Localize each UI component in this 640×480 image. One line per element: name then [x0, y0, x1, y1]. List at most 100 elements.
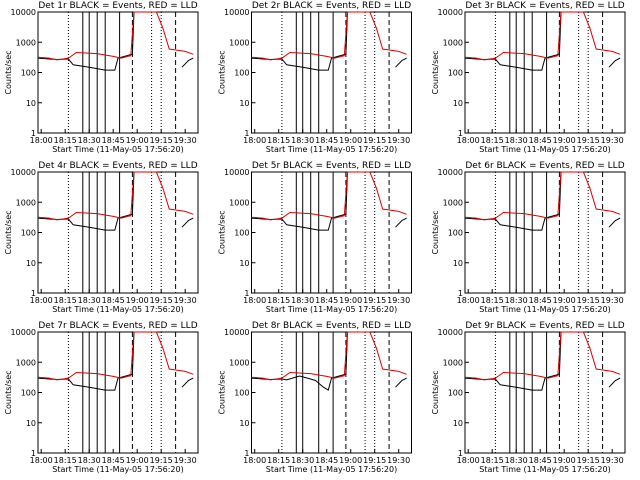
x-tick-label: 19:00 — [553, 456, 576, 465]
x-tick-label: 19:00 — [126, 456, 149, 465]
x-tick-label: 18:45 — [529, 136, 552, 145]
x-tick-label: 18:00 — [457, 456, 480, 465]
x-tick-label: 18:30 — [291, 296, 314, 305]
x-axis-label: Start Time (11-May-05 17:56:20) — [266, 305, 397, 314]
y-tick-label: 10000 — [11, 328, 36, 337]
y-tick-label: 1000 — [443, 358, 463, 367]
x-tick-label: 18:00 — [243, 136, 266, 145]
series-line — [251, 11, 407, 71]
chart-title: Det 9r BLACK = Events, RED = LLD — [465, 321, 624, 331]
x-tick-label: 18:15 — [481, 136, 504, 145]
x-tick-label: 19:00 — [339, 136, 362, 145]
x-tick-label: 18:30 — [78, 136, 101, 145]
y-tick-label: 100 — [448, 69, 463, 78]
y-tick-label: 100 — [448, 389, 463, 398]
y-tick-label: 1000 — [16, 38, 36, 47]
y-tick-label: 1000 — [443, 38, 463, 47]
series-line — [37, 331, 194, 381]
chart-title: Det 2r BLACK = Events, RED = LLD — [252, 1, 411, 11]
x-tick-label: 19:00 — [339, 296, 362, 305]
x-tick-label: 19:30 — [601, 456, 624, 465]
y-tick-label: 100 — [21, 389, 36, 398]
series-line — [251, 331, 407, 391]
plot-frame — [464, 331, 626, 454]
x-tick-label: 18:00 — [457, 296, 480, 305]
y-axis-label: Counts/sec — [218, 50, 227, 94]
y-tick-label: 1 — [244, 129, 249, 138]
series-line — [464, 331, 621, 381]
x-axis-label: Start Time (11-May-05 17:56:20) — [479, 465, 610, 474]
y-tick-label: 10000 — [11, 8, 36, 17]
y-axis-label: Counts/sec — [218, 210, 227, 254]
series-line — [251, 331, 407, 381]
y-tick-label: 100 — [234, 69, 249, 78]
series-line — [37, 331, 194, 391]
x-tick-label: 19:30 — [601, 296, 624, 305]
x-tick-label: 19:00 — [339, 456, 362, 465]
series-line — [37, 171, 194, 221]
y-tick-label: 10 — [26, 259, 36, 268]
x-tick-label: 19:30 — [174, 296, 197, 305]
plot-frame — [464, 11, 626, 134]
series-line — [251, 171, 407, 231]
x-tick-label: 18:45 — [315, 296, 338, 305]
y-axis-label: Counts/sec — [218, 370, 227, 414]
y-axis-label: Counts/sec — [431, 370, 440, 414]
y-tick-label: 10000 — [438, 8, 463, 17]
y-tick-label: 1000 — [229, 38, 249, 47]
chart-title: Det 5r BLACK = Events, RED = LLD — [252, 161, 411, 171]
chart-title: Det 1r BLACK = Events, RED = LLD — [38, 1, 197, 11]
x-axis-label: Start Time (11-May-05 17:56:20) — [266, 465, 397, 474]
y-tick-label: 1000 — [229, 358, 249, 367]
x-tick-label: 18:30 — [78, 456, 101, 465]
x-tick-label: 18:45 — [315, 136, 338, 145]
series-line — [37, 171, 194, 231]
y-tick-label: 1 — [31, 129, 36, 138]
x-tick-label: 19:15 — [577, 136, 600, 145]
x-tick-label: 18:45 — [102, 136, 125, 145]
y-tick-label: 100 — [21, 229, 36, 238]
x-tick-label: 18:30 — [291, 456, 314, 465]
x-tick-label: 18:45 — [102, 456, 125, 465]
y-tick-label: 1 — [31, 449, 36, 458]
x-tick-label: 19:15 — [363, 456, 386, 465]
y-tick-label: 1000 — [16, 198, 36, 207]
x-tick-label: 18:30 — [78, 296, 101, 305]
x-tick-label: 18:15 — [267, 456, 290, 465]
plot-frame — [37, 331, 199, 454]
series-line — [464, 11, 621, 61]
x-tick-label: 18:15 — [481, 456, 504, 465]
y-tick-label: 10 — [453, 259, 463, 268]
x-tick-label: 19:30 — [174, 456, 197, 465]
y-axis-label: Counts/sec — [4, 210, 13, 254]
x-tick-label: 19:30 — [601, 136, 624, 145]
plot-frame — [251, 171, 412, 294]
x-axis-label: Start Time (11-May-05 17:56:20) — [52, 465, 183, 474]
y-tick-label: 1000 — [443, 198, 463, 207]
y-tick-label: 100 — [21, 69, 36, 78]
x-tick-label: 18:15 — [481, 296, 504, 305]
x-tick-label: 18:45 — [529, 296, 552, 305]
x-tick-label: 18:00 — [30, 296, 53, 305]
y-tick-label: 10 — [239, 419, 249, 428]
y-axis-label: Counts/sec — [4, 370, 13, 414]
y-tick-label: 10 — [239, 99, 249, 108]
x-tick-label: 18:15 — [54, 296, 77, 305]
x-tick-label: 18:45 — [102, 296, 125, 305]
chart-title: Det 7r BLACK = Events, RED = LLD — [38, 321, 197, 331]
y-tick-label: 1000 — [16, 358, 36, 367]
x-tick-label: 18:00 — [243, 296, 266, 305]
x-tick-label: 18:15 — [267, 296, 290, 305]
y-axis-label: Counts/sec — [431, 50, 440, 94]
y-tick-label: 10000 — [11, 168, 36, 177]
x-axis-label: Start Time (11-May-05 17:56:20) — [266, 145, 397, 154]
series-line — [464, 11, 621, 71]
y-tick-label: 10 — [453, 419, 463, 428]
plot-frame — [251, 331, 412, 454]
series-line — [464, 331, 621, 391]
plot-frame — [37, 11, 199, 134]
x-tick-label: 19:15 — [150, 136, 173, 145]
x-tick-label: 19:15 — [150, 296, 173, 305]
x-tick-label: 19:15 — [363, 136, 386, 145]
